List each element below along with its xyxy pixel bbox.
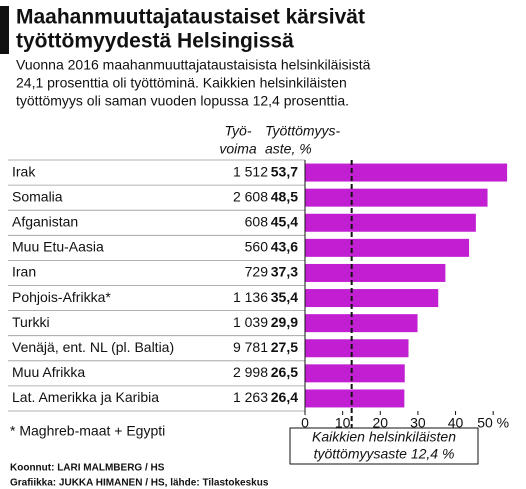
value-label: 26,5 [271, 364, 298, 380]
x-tick-label: 0 [301, 415, 309, 431]
bar [305, 188, 488, 207]
category-label: Somalia [12, 188, 63, 204]
category-label: Irak [12, 163, 36, 179]
chart-title: työttömyydestä Helsingissä [16, 30, 294, 53]
bar [305, 263, 446, 282]
category-label: Venäjä, ent. NL (pl. Baltia) [12, 339, 174, 355]
category-label: Lat. Amerikka ja Karibia [12, 389, 159, 405]
value-label: 37,3 [271, 264, 298, 280]
workforce-cell: 9 781 [233, 339, 268, 355]
category-label: Turkki [12, 314, 50, 330]
workforce-cell: 560 [245, 239, 269, 255]
subtitle: työttömyys oli saman vuoden lopussa 12,4… [16, 93, 349, 109]
bar [305, 213, 476, 232]
workforce-cell: 2 608 [233, 188, 268, 204]
value-label: 29,9 [271, 314, 298, 330]
category-label: Muu Afrikka [12, 364, 85, 380]
value-label: 27,5 [271, 339, 298, 355]
value-label: 43,6 [271, 239, 298, 255]
value-label: 53,7 [271, 163, 298, 179]
column-header: aste, % [265, 141, 312, 157]
bar [305, 314, 418, 333]
value-label: 48,5 [271, 188, 298, 204]
bar [305, 364, 405, 383]
footnote: * Maghreb-maat + Egypti [10, 423, 165, 439]
bar [305, 238, 470, 257]
workforce-cell: 608 [245, 213, 269, 229]
bar [305, 163, 508, 182]
x-tick-label: 50 % [477, 415, 509, 431]
value-label: 35,4 [271, 289, 298, 305]
workforce-cell: 1 039 [233, 314, 268, 330]
credit: Grafiikka: JUKKA HIMANEN / HS, lähde: Ti… [10, 478, 269, 489]
workforce-cell: 1 263 [233, 389, 268, 405]
x-tick-label: 30 [410, 415, 426, 431]
annotation: Kaikkien helsinkiläisten [312, 429, 456, 445]
workforce-cell: 2 998 [233, 364, 268, 380]
category-label: Muu Etu-Aasia [12, 239, 104, 255]
x-tick-label: 10 [335, 415, 351, 431]
workforce-cell: 729 [245, 264, 269, 280]
category-label: Afganistan [12, 213, 78, 229]
bar [305, 339, 409, 358]
subtitle: Vuonna 2016 maahanmuuttajataustaisista h… [16, 57, 371, 73]
workforce-cell: 1 512 [233, 163, 268, 179]
workforce-cell: 1 136 [233, 289, 268, 305]
chart-title: Maahanmuuttajataustaiset kärsivät [16, 6, 365, 29]
credit: Koonnut: LARI MALMBERG / HS [10, 463, 165, 474]
category-label: Iran [12, 264, 36, 280]
annotation-box [289, 427, 479, 465]
x-tick-label: 40 [448, 415, 464, 431]
bar [305, 389, 405, 408]
column-header: voima [219, 141, 257, 157]
x-tick-label: 20 [372, 415, 388, 431]
annotation: työttömyysaste 12,4 % [314, 446, 455, 462]
value-label: 45,4 [271, 213, 298, 229]
column-header: Työ- [225, 123, 252, 139]
category-label: Pohjois-Afrikka* [12, 289, 111, 305]
subtitle: 24,1 prosenttia oli työttöminä. Kaikkien… [16, 75, 347, 91]
value-label: 26,4 [271, 389, 298, 405]
title-marker [0, 6, 9, 54]
column-header: Työttömyys- [265, 123, 341, 139]
bar [305, 289, 439, 308]
